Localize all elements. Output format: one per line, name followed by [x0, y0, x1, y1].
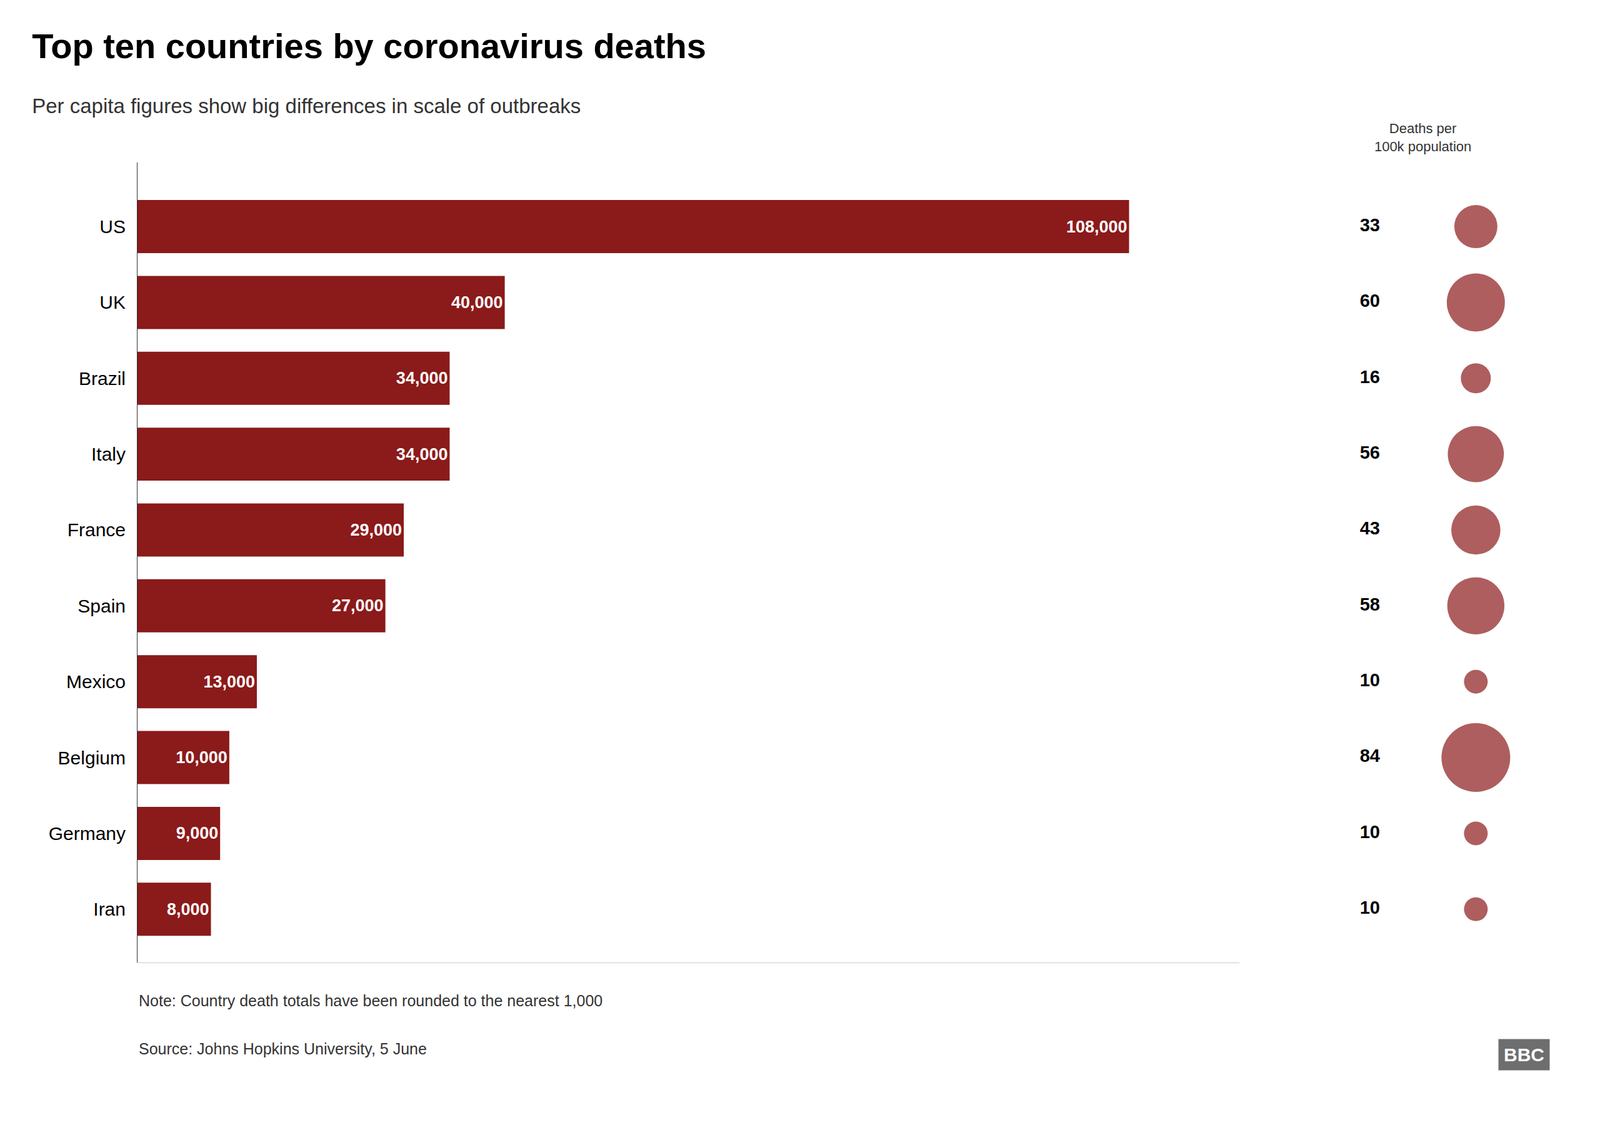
svg-text:56: 56	[1360, 442, 1380, 463]
svg-text:29,000: 29,000	[350, 520, 402, 540]
svg-text:8,000: 8,000	[166, 900, 210, 919]
svg-text:84: 84	[1360, 745, 1380, 766]
svg-text:10: 10	[1360, 821, 1380, 842]
svg-text:Italy: Italy	[91, 443, 126, 465]
svg-text:33: 33	[1360, 215, 1380, 235]
svg-text:Deaths per100k population: Deaths per100k population	[1374, 120, 1472, 155]
svg-text:Note: Country death totals hav: Note: Country death totals have been rou…	[138, 991, 603, 1010]
svg-text:34,000: 34,000	[396, 368, 449, 388]
svg-text:27,000: 27,000	[331, 596, 384, 615]
svg-text:16: 16	[1360, 366, 1380, 387]
svg-text:Brazil: Brazil	[78, 368, 126, 389]
svg-text:10: 10	[1360, 897, 1380, 918]
svg-text:Germany: Germany	[48, 823, 126, 844]
svg-text:UK: UK	[99, 291, 126, 313]
svg-text:Belgium: Belgium	[58, 747, 126, 769]
svg-text:60: 60	[1360, 290, 1380, 311]
svg-text:58: 58	[1360, 594, 1380, 615]
svg-text:13,000: 13,000	[203, 672, 255, 692]
svg-text:US: US	[99, 216, 126, 237]
svg-text:France: France	[67, 519, 126, 540]
svg-text:40,000: 40,000	[451, 293, 504, 312]
svg-text:Per capita figures show big di: Per capita figures show big differences …	[31, 94, 581, 118]
svg-text:Iran: Iran	[93, 898, 126, 920]
svg-text:43: 43	[1360, 518, 1380, 539]
svg-text:10: 10	[1360, 670, 1380, 690]
svg-text:Top ten countries by coronavir: Top ten countries by coronavirus deaths	[31, 26, 707, 66]
svg-text:9,000: 9,000	[176, 823, 219, 843]
svg-text:Spain: Spain	[77, 595, 126, 617]
svg-text:10,000: 10,000	[175, 748, 228, 767]
svg-text:BBC: BBC	[1503, 1044, 1545, 1065]
svg-text:108,000: 108,000	[1066, 217, 1128, 237]
svg-text:Mexico: Mexico	[66, 671, 126, 692]
svg-text:34,000: 34,000	[396, 445, 449, 464]
svg-text:Source: Johns Hopkins Universi: Source: Johns Hopkins University, 5 June	[138, 1040, 427, 1058]
